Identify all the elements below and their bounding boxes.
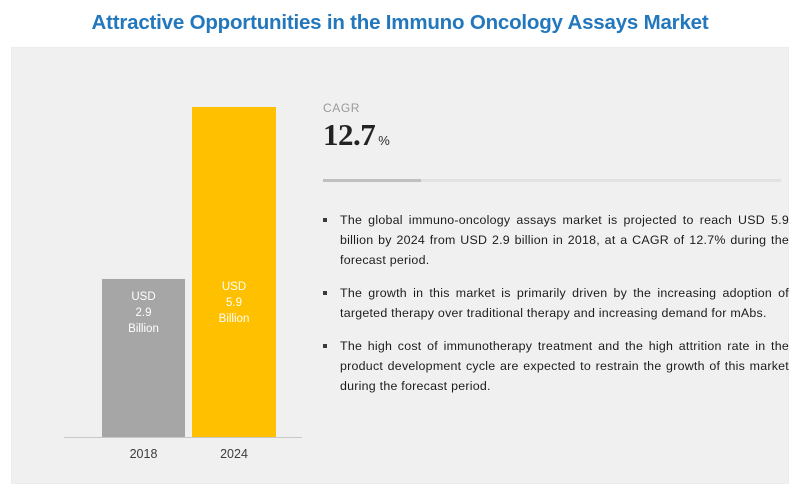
section-divider xyxy=(323,179,781,182)
bar-2018-label-line2: 2.9 xyxy=(135,307,152,319)
cagr-block: CAGR 12.7 % xyxy=(323,101,390,153)
cagr-value-row: 12.7 % xyxy=(323,117,390,153)
x-tick-2018: 2018 xyxy=(129,447,158,461)
bullet-square-icon xyxy=(323,218,327,222)
cagr-value: 12.7 xyxy=(323,117,376,152)
bar-2018-label: USD 2.9 Billion xyxy=(102,289,185,337)
bar-2024-label-line1: USD xyxy=(221,281,247,293)
bar-2024-label-line2: 5.9 xyxy=(226,297,242,309)
list-item-text: The growth in this market is primarily d… xyxy=(340,286,789,320)
bullet-square-icon xyxy=(323,291,327,295)
list-item: The growth in this market is primarily d… xyxy=(323,283,789,323)
list-item-text: The high cost of immunotherapy treatment… xyxy=(340,339,789,393)
bars-container: USD 2.9 Billion USD 5.9 Billion xyxy=(52,58,302,437)
list-item: The high cost of immunotherapy treatment… xyxy=(323,336,789,396)
x-tick-2024: 2024 xyxy=(220,447,248,461)
bar-chart: USD 2.9 Billion USD 5.9 Billion 2018 20 xyxy=(52,58,302,478)
cagr-caption: CAGR xyxy=(323,101,361,115)
bar-2018-label-line3: Billion xyxy=(128,323,159,335)
content-panel: USD 2.9 Billion USD 5.9 Billion 2018 20 xyxy=(11,47,789,484)
section-divider-accent xyxy=(323,179,421,182)
bar-2018: USD 2.9 Billion xyxy=(102,279,185,437)
list-item: The global immuno-oncology assays market… xyxy=(323,210,789,270)
cagr-unit: % xyxy=(378,133,390,148)
bar-2024-label: USD 5.9 Billion xyxy=(192,279,276,327)
bullet-list: The global immuno-oncology assays market… xyxy=(323,210,789,396)
bar-2024-label-line3: Billion xyxy=(218,313,250,325)
bar-2018-label-line1: USD xyxy=(131,291,156,303)
list-item-text: The global immuno-oncology assays market… xyxy=(340,213,789,267)
x-axis-tick-labels: 2018 2024 xyxy=(52,447,302,467)
page-title: Attractive Opportunities in the Immuno O… xyxy=(91,11,709,34)
title-bar: Attractive Opportunities in the Immuno O… xyxy=(0,0,800,46)
details-pane: CAGR 12.7 % The global immuno-oncology a… xyxy=(311,48,790,483)
x-axis-line xyxy=(64,437,302,438)
bullet-square-icon xyxy=(323,344,327,348)
bar-2024: USD 5.9 Billion xyxy=(192,107,276,437)
